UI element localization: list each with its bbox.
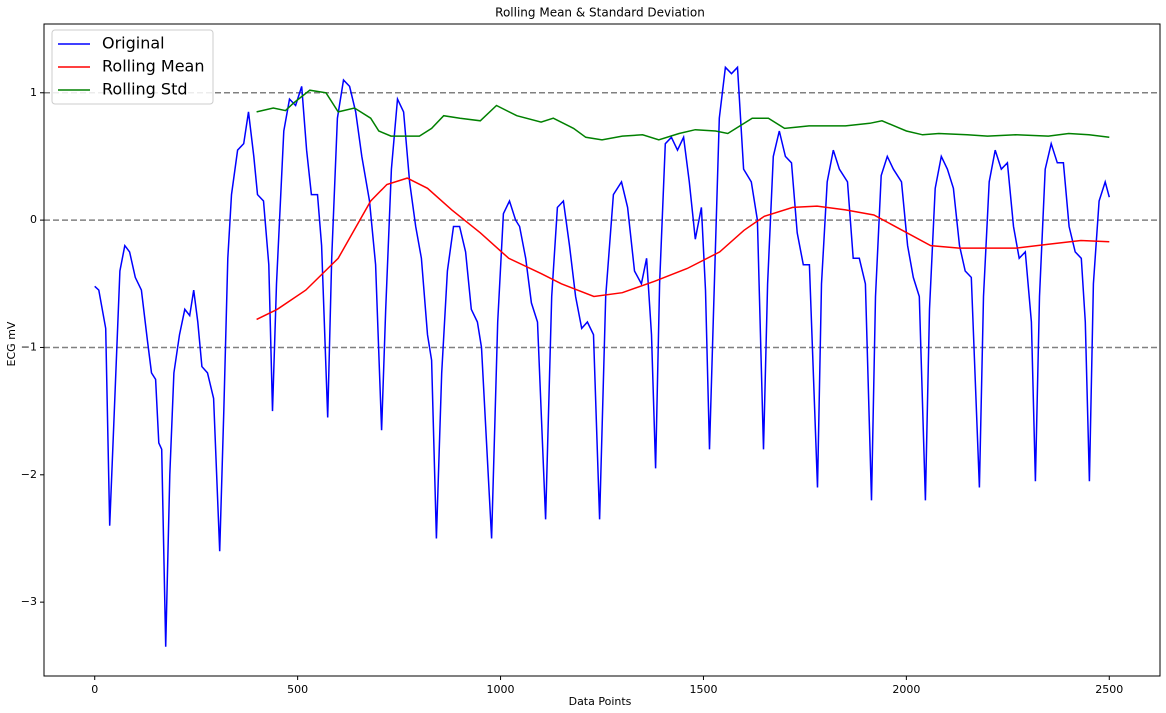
legend-label: Original: [102, 34, 165, 53]
x-tick-label: 0: [91, 683, 98, 696]
y-tick-label: 1: [30, 86, 37, 99]
x-tick-label: 2000: [892, 683, 920, 696]
y-tick-label: −2: [21, 468, 37, 481]
y-tick-label: −1: [21, 340, 37, 353]
x-axis-label: Data Points: [569, 695, 632, 708]
legend-label: Rolling Mean: [102, 57, 205, 76]
y-tick-label: −3: [21, 595, 37, 608]
x-tick-label: 500: [287, 683, 308, 696]
plot-frame: [43, 23, 1161, 677]
x-tick-label: 1500: [689, 683, 717, 696]
series-line: [256, 89, 1110, 141]
x-tick-label: 1000: [487, 683, 515, 696]
x-tick-label: 2500: [1095, 683, 1123, 696]
series-line: [256, 177, 1110, 321]
y-tick-label: 0: [30, 213, 37, 226]
legend-box: [51, 29, 214, 105]
series-line: [94, 65, 1111, 647]
legend-label: Rolling Std: [102, 80, 188, 99]
chart-title: Rolling Mean & Standard Deviation: [495, 6, 705, 20]
y-axis-label: ECG mV: [5, 321, 18, 366]
